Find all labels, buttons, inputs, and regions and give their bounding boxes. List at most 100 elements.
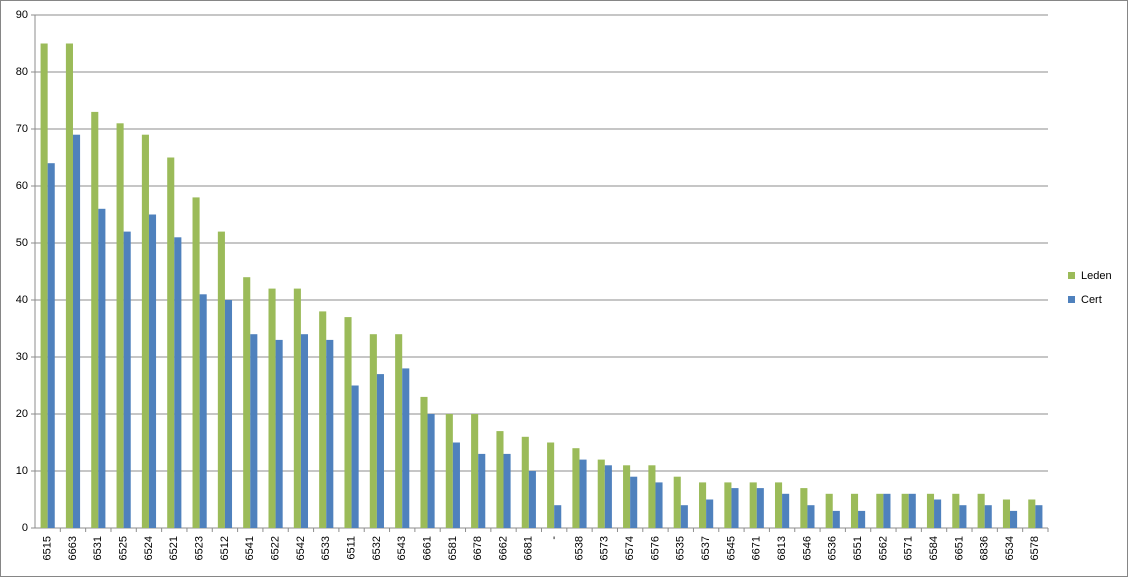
bar (926, 493, 935, 528)
x-tick-label: 6524 (143, 536, 155, 560)
bar (40, 43, 48, 528)
bar (167, 157, 175, 528)
bar (192, 197, 200, 528)
bar (699, 482, 707, 528)
bar (420, 396, 428, 528)
bar (655, 482, 663, 528)
y-tick-label: 80 (16, 66, 28, 78)
x-tick-label: 6681 (523, 536, 535, 560)
bar (832, 510, 840, 528)
bar (858, 510, 866, 528)
y-tick-label: 60 (16, 180, 28, 192)
bar (908, 493, 916, 528)
bar (344, 317, 352, 528)
bar (680, 505, 688, 528)
bar (1002, 499, 1011, 528)
bar (300, 334, 309, 528)
y-tick-label: 50 (16, 237, 28, 249)
x-tick-label: - (548, 536, 560, 540)
x-tick-label: 6574 (624, 536, 636, 560)
bar (47, 163, 55, 528)
x-tick-label: 6538 (573, 536, 585, 560)
bar (72, 134, 81, 528)
bar (91, 111, 99, 529)
legend-swatch (1068, 272, 1075, 279)
bar (141, 134, 149, 528)
bar (876, 493, 884, 528)
bar (250, 334, 258, 528)
bar (116, 123, 124, 529)
x-tick-label: 6551 (852, 536, 864, 560)
bar (883, 493, 891, 528)
x-tick-label: 6671 (751, 536, 763, 560)
x-tick-label: 6562 (877, 536, 889, 560)
bar (243, 277, 251, 528)
x-tick-label: 6515 (42, 536, 54, 560)
x-tick-label: 6576 (649, 536, 661, 560)
x-tick-label: 6836 (979, 536, 991, 560)
bar (1035, 505, 1043, 528)
bar (774, 482, 783, 528)
bar (503, 453, 511, 528)
y-tick-label: 20 (16, 408, 28, 420)
bar (825, 493, 833, 528)
bar (478, 453, 486, 528)
bar (756, 488, 764, 528)
bar (1010, 510, 1018, 528)
bar (959, 505, 967, 528)
bar (319, 311, 327, 528)
bar (630, 476, 638, 528)
x-tick-label: 6512 (219, 536, 231, 560)
bar (901, 493, 909, 528)
x-tick-label: 6534 (1004, 536, 1016, 560)
legend-swatch (1068, 296, 1075, 303)
x-tick-label: 6662 (497, 536, 509, 560)
bar (351, 385, 359, 528)
x-tick-label: 6511 (345, 536, 357, 560)
x-tick-label: 6522 (269, 536, 281, 560)
bar (123, 231, 131, 528)
bar (673, 476, 681, 528)
x-tick-label: 6523 (194, 536, 206, 560)
bar (579, 459, 587, 528)
bar (496, 431, 504, 528)
bar (800, 488, 808, 528)
x-tick-label: 6543 (396, 536, 408, 560)
x-tick-label: 6663 (67, 536, 79, 560)
bar (452, 442, 460, 528)
bar (268, 288, 276, 528)
x-tick-label: 6542 (295, 536, 307, 560)
x-tick-label: 6651 (953, 536, 965, 560)
x-tick-label: 6545 (725, 536, 737, 560)
bar (174, 237, 182, 529)
x-tick-label: 6532 (371, 536, 383, 560)
x-tick-label: 6584 (928, 536, 940, 560)
bar (724, 482, 732, 528)
x-tick-label: 6525 (118, 536, 130, 560)
bar (554, 505, 562, 528)
x-tick-label: 6546 (801, 536, 813, 560)
bar (427, 414, 435, 528)
bar (369, 334, 377, 528)
bar (782, 493, 790, 528)
bar (224, 300, 233, 528)
bar (376, 374, 384, 528)
bar (807, 505, 815, 528)
bar (326, 339, 334, 528)
bar (952, 493, 960, 528)
x-tick-label: 6661 (421, 536, 433, 560)
bar (445, 414, 453, 528)
bar (217, 231, 225, 528)
bar (293, 288, 301, 528)
legend-label: Leden (1081, 270, 1112, 282)
bar (528, 471, 536, 528)
bar (850, 493, 859, 528)
bar (471, 414, 479, 528)
x-tick-label: 6581 (447, 536, 459, 560)
bar (749, 482, 757, 528)
bar (623, 465, 631, 528)
bar (395, 334, 403, 528)
x-tick-label: 6537 (700, 536, 712, 560)
bar (65, 43, 73, 528)
